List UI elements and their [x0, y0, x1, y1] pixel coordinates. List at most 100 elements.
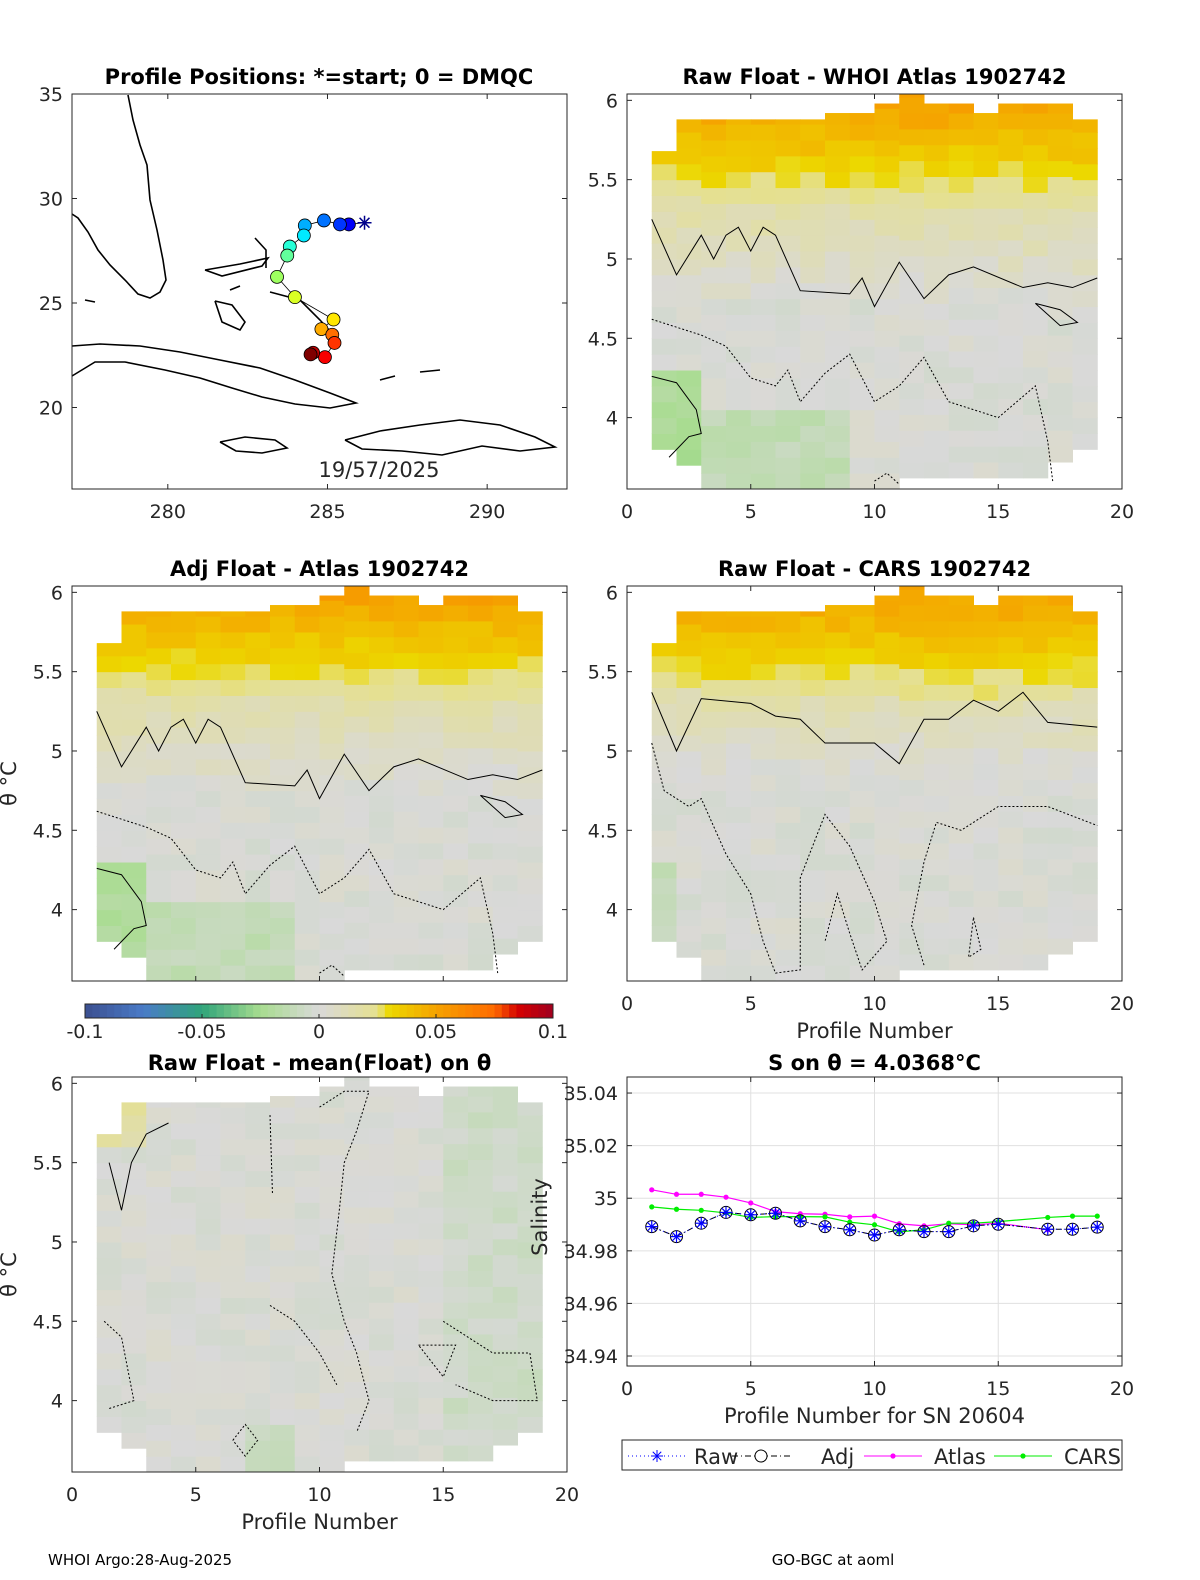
heatmap-cell: [294, 679, 320, 696]
colorbar-segment: [545, 1004, 554, 1018]
heatmap-cell: [443, 1096, 469, 1113]
legend: Raw Adj Atlas CARS: [621, 1439, 1123, 1471]
heatmap-cell: [146, 1249, 172, 1267]
heatmap-cell: [800, 235, 826, 252]
heatmap-cell: [899, 271, 925, 289]
heatmap-cell: [294, 616, 320, 633]
heatmap-cell: [701, 854, 727, 871]
colorbar-segment: [333, 1004, 342, 1018]
heatmap-cell: [369, 747, 395, 765]
heatmap-cell: [146, 1329, 172, 1346]
heatmap-cell: [849, 282, 875, 300]
heatmap-cell: [924, 763, 950, 781]
heatmap-cell: [245, 1154, 271, 1172]
heatmap-cell: [948, 366, 974, 384]
heatmap-cell: [676, 862, 702, 879]
colorbar-segment: [348, 1004, 357, 1018]
heatmap-cell: [220, 1297, 246, 1314]
heatmap-cell: [1047, 858, 1073, 876]
heatmap-cell: [924, 335, 950, 352]
heatmap-cell: [319, 1091, 345, 1108]
heatmap-cell: [948, 779, 974, 796]
y-tick-label: 34.96: [564, 1293, 618, 1315]
heatmap-cell: [651, 703, 677, 720]
asterisk-stroke: [746, 1210, 756, 1220]
heatmap-cell: [825, 679, 851, 696]
heatmap-cell: [1047, 636, 1073, 654]
heatmap-cell: [676, 624, 702, 641]
heatmap-cell: [443, 716, 469, 733]
heatmap-cell: [701, 965, 727, 982]
heatmap-cell: [195, 679, 221, 696]
heatmap-cell: [517, 687, 543, 704]
colorbar-segment: [180, 1004, 188, 1018]
colorbar-tick-label: 0.05: [415, 1021, 457, 1043]
heatmap-cell: [492, 779, 518, 796]
profile-position-marker: [318, 350, 332, 365]
heatmap-cell: [443, 636, 469, 654]
x-tick-label: 10: [307, 1484, 331, 1506]
x-tick-label: 15: [431, 1484, 455, 1506]
heatmap-cell: [750, 774, 776, 792]
heatmap-cell: [220, 822, 246, 839]
asterisk-stroke: [696, 1218, 706, 1228]
heatmap-cell: [676, 449, 702, 466]
panel-title: Adj Float - Atlas 1902742: [170, 557, 469, 581]
series-line: [651, 1211, 1098, 1238]
heatmap-cell: [344, 1222, 370, 1240]
heatmap-cell: [195, 695, 221, 712]
heatmap-cell: [245, 1345, 271, 1362]
heatmap-cell: [468, 1175, 494, 1192]
heatmap-cell: [517, 1130, 543, 1148]
heatmap-cell: [96, 719, 122, 736]
panel-title: Raw Float - mean(Float) on θ: [148, 1051, 492, 1075]
heatmap-cell: [899, 287, 925, 304]
heatmap-cell: [146, 1123, 172, 1140]
heatmap-cell: [344, 1191, 370, 1208]
heatmap-cell: [245, 838, 271, 855]
heatmap-cell: [899, 160, 925, 177]
heatmap-cell: [1072, 306, 1098, 323]
heatmap-cell: [220, 711, 246, 728]
x-tick-label: 10: [862, 993, 886, 1015]
heatmap-cell: [849, 885, 875, 903]
colorbar-segment: [479, 1004, 488, 1018]
heatmap-cell: [319, 1440, 345, 1457]
heatmap-cell: [294, 1297, 320, 1314]
heatmap-cell: [1023, 890, 1049, 907]
heatmap-cell: [1023, 779, 1049, 796]
heatmap-cell: [874, 171, 900, 189]
heatmap-cell: [651, 877, 677, 895]
heatmap-cell: [517, 624, 543, 641]
heatmap-cell: [517, 798, 543, 815]
heatmap-cell: [492, 1270, 518, 1287]
heatmap-cell: [492, 827, 518, 844]
heatmap-cell: [651, 163, 677, 181]
heatmap-cell: [369, 1413, 395, 1430]
heatmap-cell: [270, 822, 296, 839]
heatmap-cell: [121, 877, 147, 895]
heatmap-cell: [492, 1381, 518, 1398]
heatmap-cell: [319, 616, 345, 633]
heatmap-cell: [294, 854, 320, 871]
heatmap-cell: [294, 1107, 320, 1124]
heatmap-cell: [676, 719, 702, 736]
heatmap-cell: [344, 811, 370, 828]
heatmap-cell: [874, 806, 900, 823]
heatmap-cell: [171, 1154, 197, 1172]
heatmap-cell: [245, 632, 271, 649]
heatmap-cell: [517, 1305, 543, 1322]
heatmap-cell: [146, 711, 172, 728]
heatmap-cell: [270, 933, 296, 950]
heatmap-cell: [998, 874, 1024, 892]
y-tick-label: 34.98: [564, 1241, 618, 1263]
heatmap-cell: [726, 679, 752, 696]
heatmap-cell: [750, 314, 776, 331]
heatmap-cell: [1072, 163, 1098, 181]
heatmap-cell: [726, 854, 752, 871]
heatmap-cell: [750, 869, 776, 887]
heatmap-cell: [726, 425, 752, 442]
